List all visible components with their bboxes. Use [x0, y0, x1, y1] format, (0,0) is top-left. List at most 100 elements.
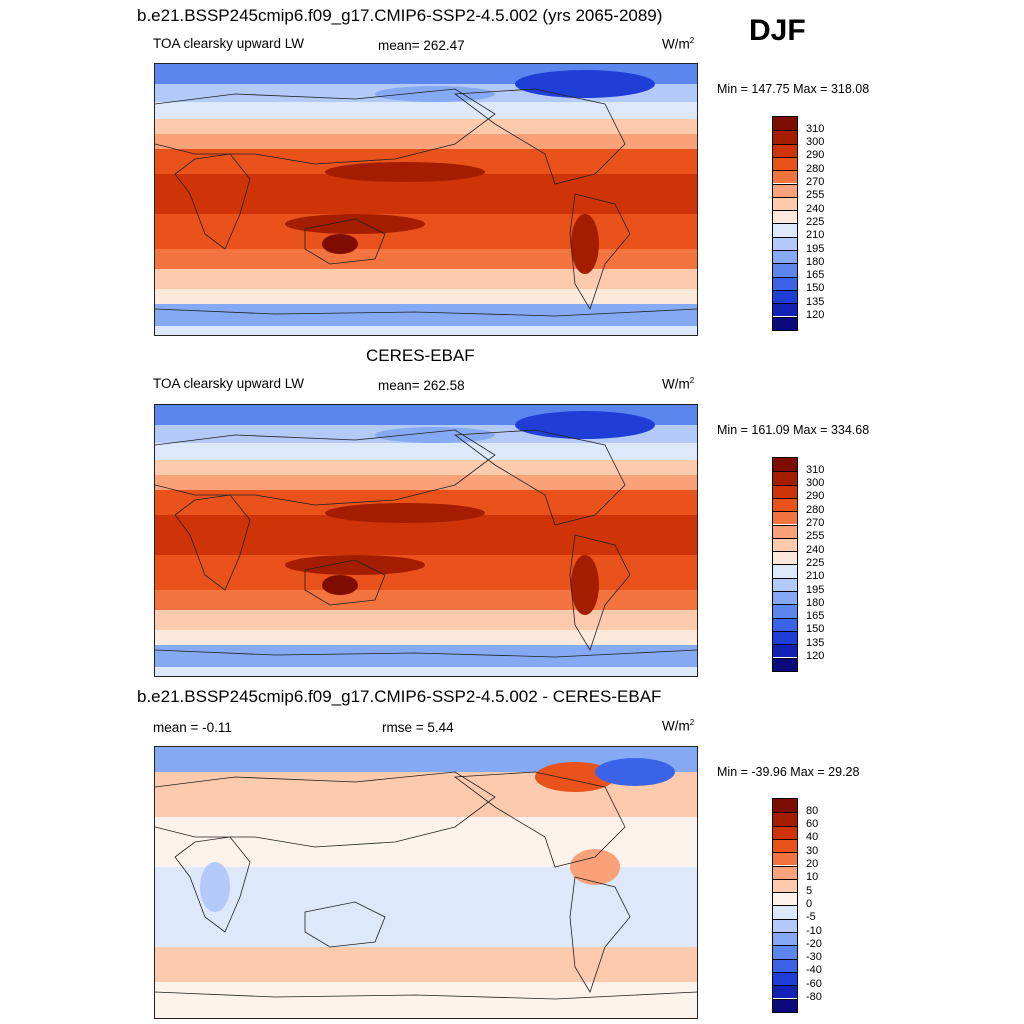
colorbar-swatch	[773, 971, 797, 986]
panel3-rmse-label: rmse = 5.44	[382, 720, 454, 735]
colorbar-tick-label: -5	[806, 911, 816, 924]
colorbar-tick-label: 290	[806, 490, 825, 503]
colorbar-tick-label: 280	[806, 503, 825, 516]
coastline-antarctica	[155, 308, 697, 317]
field-band	[155, 982, 697, 1018]
field-band	[155, 102, 697, 119]
panel2-colorbar	[772, 457, 798, 672]
field-blob	[325, 503, 485, 523]
field-band	[155, 947, 697, 982]
colorbar-swatch	[773, 236, 797, 250]
field-band	[155, 590, 697, 610]
colorbar-swatch	[773, 812, 797, 826]
colorbar-tick-label: 270	[806, 176, 825, 188]
colorbar-swatch	[773, 918, 797, 932]
field-band	[155, 326, 697, 335]
colorbar-tick-label: 40	[806, 831, 819, 844]
colorbar-swatch	[773, 998, 797, 1012]
colorbar-tick-label: 225	[806, 556, 825, 569]
colorbar-swatch	[773, 143, 797, 157]
coastline-north-america	[453, 771, 626, 868]
field-blob	[322, 575, 358, 595]
field-band	[155, 610, 697, 630]
panel1-minmax: Min = 147.75 Max = 318.08	[717, 82, 870, 96]
field-band	[155, 555, 697, 590]
colorbar-tick-label: 80	[806, 804, 819, 817]
field-blob	[515, 70, 655, 98]
colorbar-swatch	[773, 604, 797, 618]
colorbar-swatch	[773, 825, 797, 839]
panel2-units: W/m2	[662, 376, 695, 392]
coastline-north-america	[453, 88, 626, 185]
colorbar-swatch	[773, 644, 797, 658]
colorbar-swatch	[773, 577, 797, 591]
panel2-mean-label: mean= 262.58	[378, 378, 465, 393]
colorbar-swatch	[773, 852, 797, 866]
coastline-south-america	[569, 534, 631, 651]
coastline-antarctica	[155, 991, 697, 1000]
field-blob	[571, 555, 599, 615]
panel3-minmax: Min = -39.96 Max = 29.28	[717, 765, 860, 779]
colorbar-tick-label: -60	[806, 977, 822, 990]
field-blob	[595, 758, 675, 786]
panel2-variable-label: TOA clearsky upward LW	[153, 376, 305, 391]
coastline-eurasia	[155, 771, 496, 848]
colorbar-swatch	[773, 537, 797, 552]
colorbar-swatch	[773, 458, 797, 472]
field-band	[155, 667, 697, 676]
colorbar-tick-label: 165	[806, 610, 825, 623]
coastline-eurasia	[155, 88, 496, 165]
colorbar-swatch	[773, 156, 797, 171]
colorbar-tick-label: 210	[806, 570, 825, 583]
field-blob	[375, 427, 495, 443]
field-band	[155, 269, 697, 289]
colorbar-swatch	[773, 117, 797, 131]
colorbar-tick-label: 120	[806, 309, 825, 321]
colorbar-tick-label: 210	[806, 229, 825, 242]
colorbar-tick-label: 300	[806, 136, 825, 149]
field-blob	[570, 849, 620, 885]
field-band	[155, 304, 697, 326]
coastline-australia	[304, 218, 386, 265]
colorbar-tick-label: 135	[806, 636, 825, 649]
colorbar-tick-label: 300	[806, 477, 825, 490]
colorbar-tick-label: -10	[806, 924, 822, 937]
colorbar-swatch	[773, 932, 797, 946]
colorbar-swatch	[773, 210, 797, 224]
colorbar-tick-label: 310	[806, 463, 825, 476]
colorbar-swatch	[773, 985, 797, 999]
colorbar-swatch	[773, 591, 797, 605]
panel3-map	[154, 746, 698, 1019]
colorbar-tick-label: 10	[806, 871, 819, 884]
coastline-africa	[174, 836, 251, 933]
colorbar-swatch	[773, 130, 797, 144]
coastline-africa	[174, 494, 251, 591]
colorbar-tick-label: 0	[806, 897, 813, 910]
colorbar-swatch	[773, 511, 797, 525]
colorbar-tick-label: 240	[806, 543, 825, 556]
colorbar-swatch	[773, 223, 797, 237]
field-blob	[375, 86, 495, 102]
panel1-title: b.e21.BSSP245cmip6.f09_g17.CMIP6-SSP2-4.…	[137, 6, 663, 25]
colorbar-tick-label: 195	[806, 583, 825, 596]
colorbar-tick-label: -20	[806, 937, 822, 950]
field-band	[155, 645, 697, 667]
colorbar-swatch	[773, 170, 797, 184]
field-band	[155, 443, 697, 460]
colorbar-swatch	[773, 196, 797, 211]
field-blob	[515, 411, 655, 439]
colorbar-swatch	[773, 289, 797, 304]
field-band	[155, 134, 697, 149]
colorbar-swatch	[773, 484, 797, 498]
colorbar-tick-label: 60	[806, 818, 819, 831]
colorbar-tick-label: 120	[806, 650, 825, 662]
panel2-title: CERES-EBAF	[366, 346, 475, 365]
panel1-colorbar	[772, 116, 798, 331]
colorbar-swatch	[773, 263, 797, 277]
panel2-map-field	[155, 405, 697, 676]
season-label: DJF	[749, 14, 806, 47]
coastline-antarctica	[155, 649, 697, 658]
colorbar-swatch	[773, 316, 797, 330]
colorbar-tick-label: 150	[806, 623, 825, 636]
colorbar-swatch	[773, 878, 797, 893]
